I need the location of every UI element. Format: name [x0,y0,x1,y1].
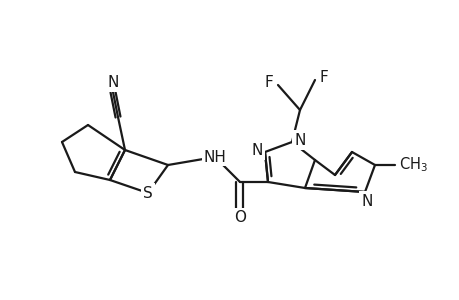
Text: O: O [234,211,246,226]
Text: N: N [107,74,118,89]
Text: F: F [319,70,328,85]
Text: N: N [294,133,305,148]
Text: S: S [143,185,152,200]
Text: N: N [251,142,262,158]
Text: CH$_3$: CH$_3$ [398,156,427,174]
Text: NH: NH [203,149,226,164]
Text: N: N [360,194,372,208]
Text: F: F [264,74,273,89]
